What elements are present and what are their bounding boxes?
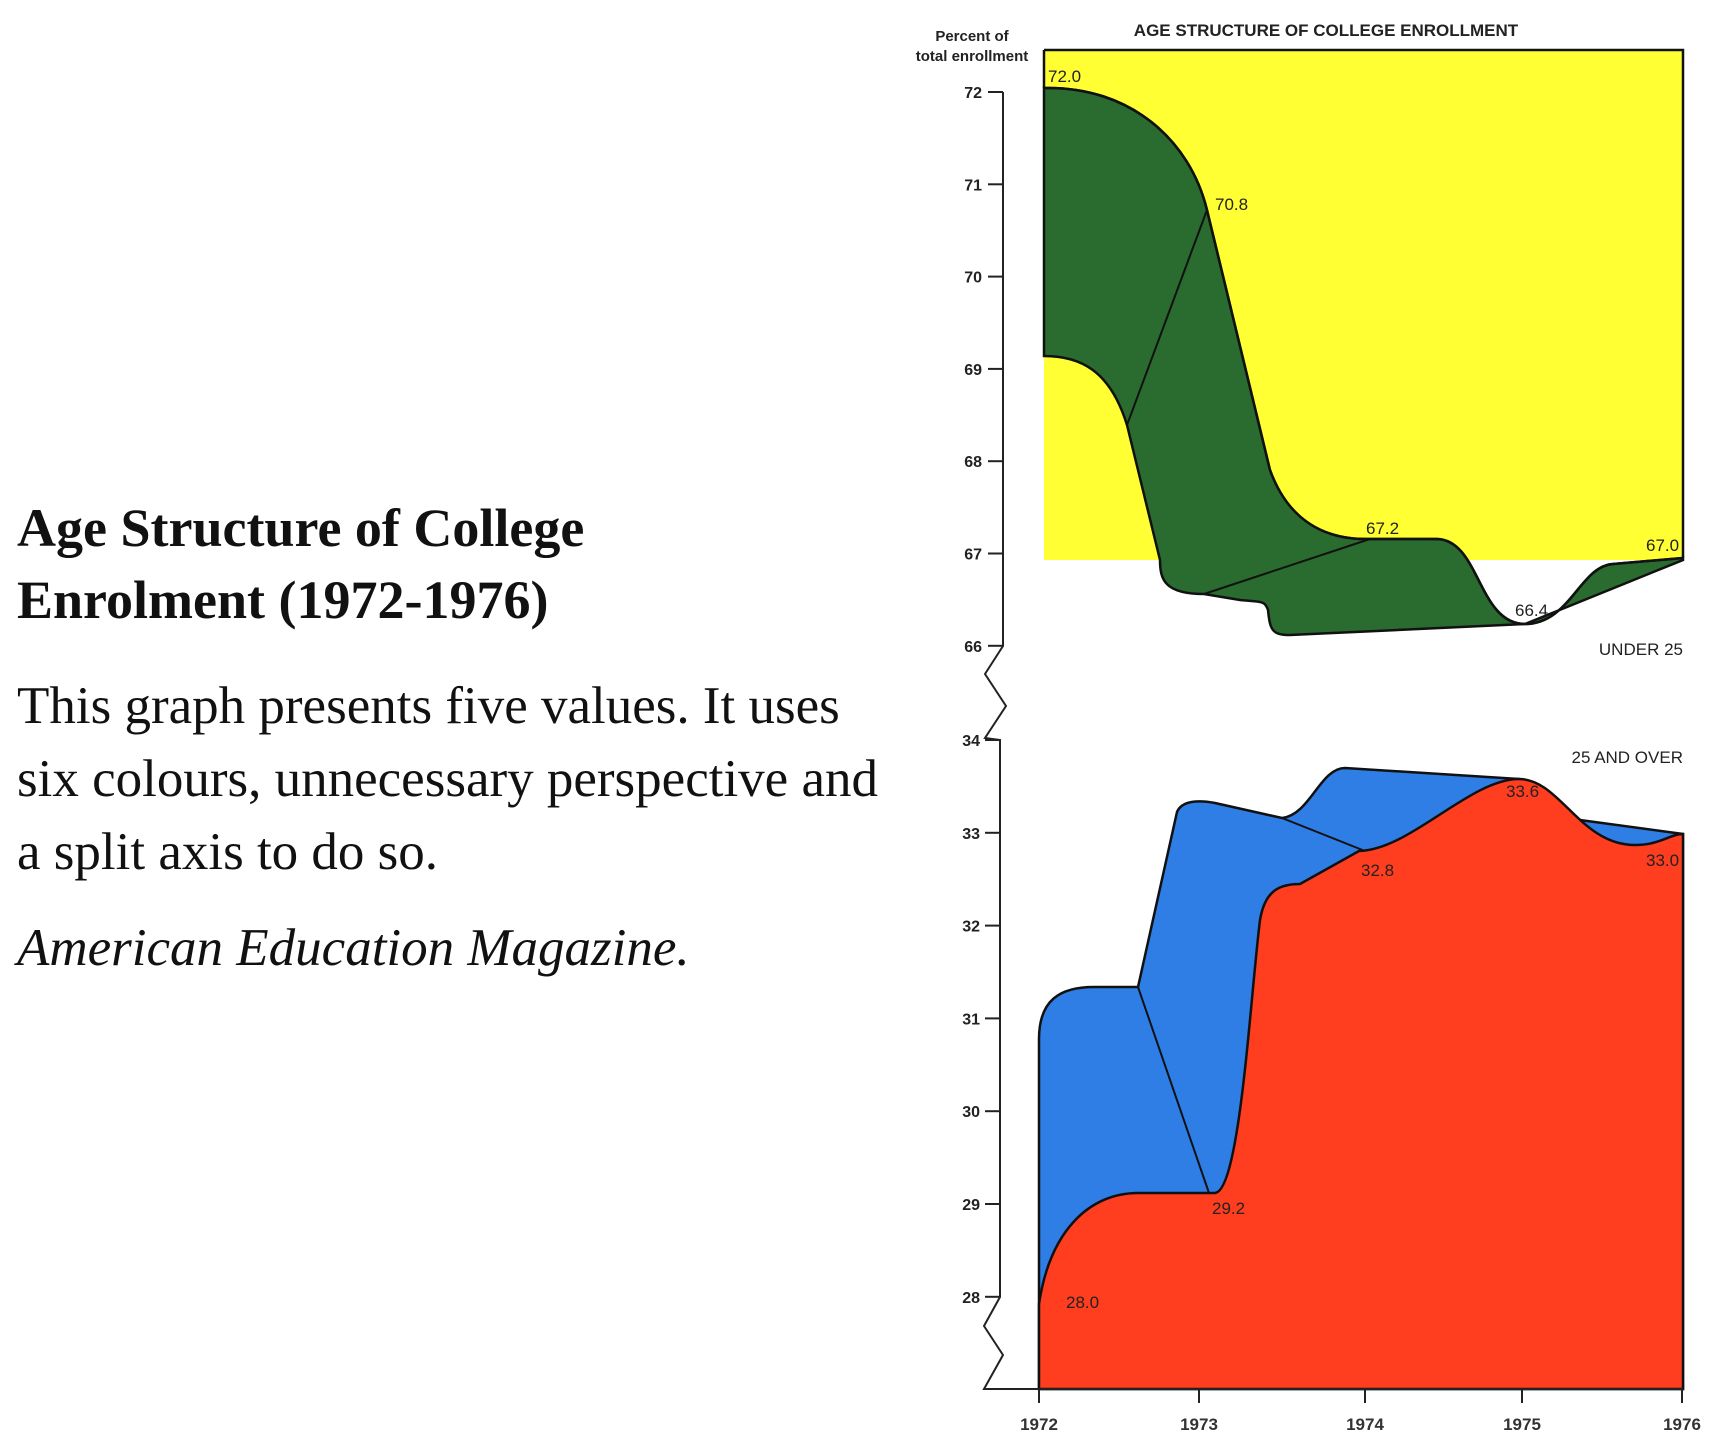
y-ticks: 72 71 70 69 68 67 66 34 33 32 31 30 29 28 <box>962 85 1003 1307</box>
label-under25-1972: 72.0 <box>1048 67 1081 86</box>
x-tick-label: 1973 <box>1180 1415 1218 1434</box>
y-tick-label: 71 <box>964 177 982 194</box>
caption-source: American Education Magazine. <box>17 919 690 977</box>
chart-title: AGE STRUCTURE OF COLLEGE ENROLLMENT <box>1134 21 1519 40</box>
label-over25-1976: 33.0 <box>1646 851 1679 870</box>
upper-frame <box>1044 48 1685 558</box>
y-tick-label: 70 <box>964 270 982 287</box>
y-tick-label: 67 <box>964 547 982 564</box>
label-under25-1974: 67.2 <box>1366 519 1399 538</box>
y-tick-label: 34 <box>962 733 980 750</box>
label-under25-1973: 70.8 <box>1215 195 1248 214</box>
x-tick-label: 1972 <box>1020 1415 1058 1434</box>
x-ticks: 1972 1973 1974 1975 1976 <box>1020 1389 1701 1434</box>
under25-edges <box>1126 209 1371 595</box>
label-over25-1974: 32.8 <box>1361 861 1394 880</box>
y-tick-label: 30 <box>962 1104 980 1121</box>
x-tick-label: 1974 <box>1346 1415 1384 1434</box>
label-over25-1973: 29.2 <box>1212 1199 1245 1218</box>
caption-title: Age Structure of College Enrolment (1972… <box>17 498 585 630</box>
over25-top-face <box>1037 777 1685 1391</box>
x-tick-label: 1975 <box>1503 1415 1541 1434</box>
y-tick-label: 31 <box>962 1011 980 1028</box>
label-under25-1975: 66.4 <box>1515 601 1548 620</box>
y-tick-label: 28 <box>962 1290 980 1307</box>
caption-body: This graph presents five values. It uses… <box>17 677 878 881</box>
y-tick-label: 29 <box>962 1197 980 1214</box>
label-over25-1975: 33.6 <box>1506 782 1539 801</box>
label-over25-1972: 28.0 <box>1066 1293 1099 1312</box>
y-axis-label-1: Percent of <box>935 28 1009 45</box>
y-axis-label-2: total enrollment <box>916 48 1029 65</box>
y-tick-label: 72 <box>964 85 982 102</box>
y-tick-label: 69 <box>964 362 982 379</box>
x-tick-label: 1976 <box>1663 1415 1701 1434</box>
y-tick-label: 68 <box>964 454 982 471</box>
y-tick-label: 32 <box>962 919 980 936</box>
y-tick-label: 66 <box>964 639 982 656</box>
label-under25-1976: 67.0 <box>1646 536 1679 555</box>
over25-edges <box>1137 817 1366 1194</box>
legend-under25: UNDER 25 <box>1599 640 1683 659</box>
y-tick-label: 33 <box>962 826 980 843</box>
legend-over25: 25 AND OVER <box>1572 748 1684 767</box>
